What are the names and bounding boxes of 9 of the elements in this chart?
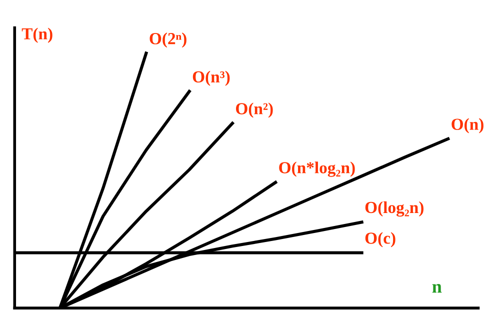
series-label: O(2ⁿ) — [150, 32, 186, 48]
x-axis-title: n — [432, 284, 442, 293]
y-axis-title: T(n) — [22, 28, 52, 43]
series-label: O(n*log₂n) — [279, 162, 355, 177]
series-label: O(n) — [452, 118, 484, 134]
series-label: O(c) — [365, 232, 396, 248]
series-label: O(n³) — [192, 70, 230, 86]
series-label: O(n²) — [236, 102, 273, 118]
series-label: O(log₂n) — [365, 201, 424, 217]
